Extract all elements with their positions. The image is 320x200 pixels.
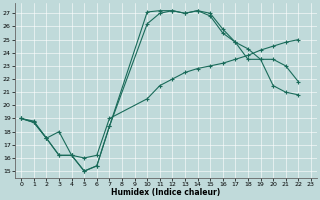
X-axis label: Humidex (Indice chaleur): Humidex (Indice chaleur) [111,188,221,197]
